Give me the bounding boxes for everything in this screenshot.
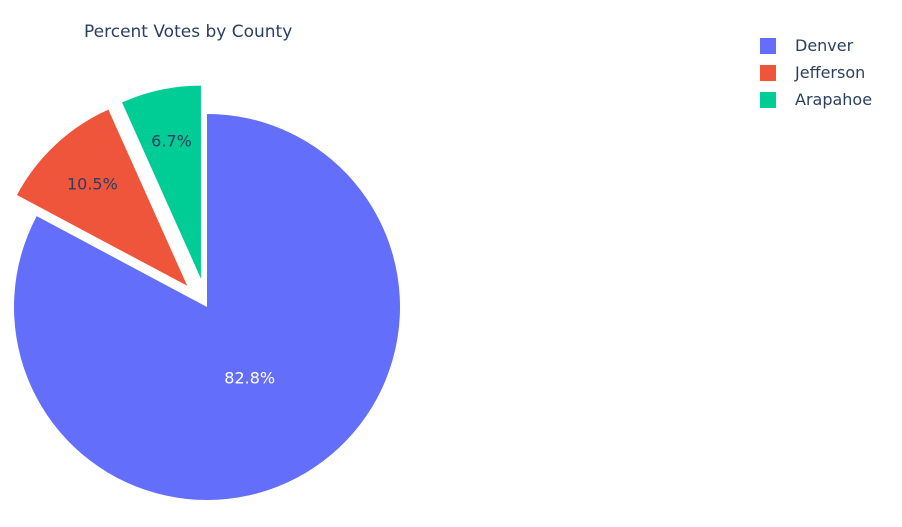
legend: Denver Jefferson Arapahoe	[760, 32, 872, 113]
legend-label-denver: Denver	[795, 36, 854, 55]
legend-item-arapahoe[interactable]: Arapahoe	[760, 86, 872, 113]
legend-item-jefferson[interactable]: Jefferson	[760, 59, 872, 86]
legend-swatch-denver	[760, 37, 776, 54]
pie-slice-jefferson[interactable]	[16, 109, 188, 286]
pie-slice-arapahoe[interactable]	[122, 85, 201, 279]
legend-item-denver[interactable]: Denver	[760, 32, 872, 59]
slice-label-denver: 82.8%	[224, 369, 275, 388]
legend-swatch-arapahoe	[760, 91, 776, 108]
legend-swatch-jefferson	[760, 64, 776, 81]
legend-label-jefferson: Jefferson	[795, 63, 866, 82]
slice-label-jefferson: 10.5%	[67, 175, 118, 194]
chart-title: Percent Votes by County	[84, 22, 293, 42]
pie-slice-denver[interactable]	[13, 114, 401, 500]
slice-label-arapahoe: 6.7%	[151, 131, 192, 150]
legend-label-arapahoe: Arapahoe	[795, 90, 873, 109]
